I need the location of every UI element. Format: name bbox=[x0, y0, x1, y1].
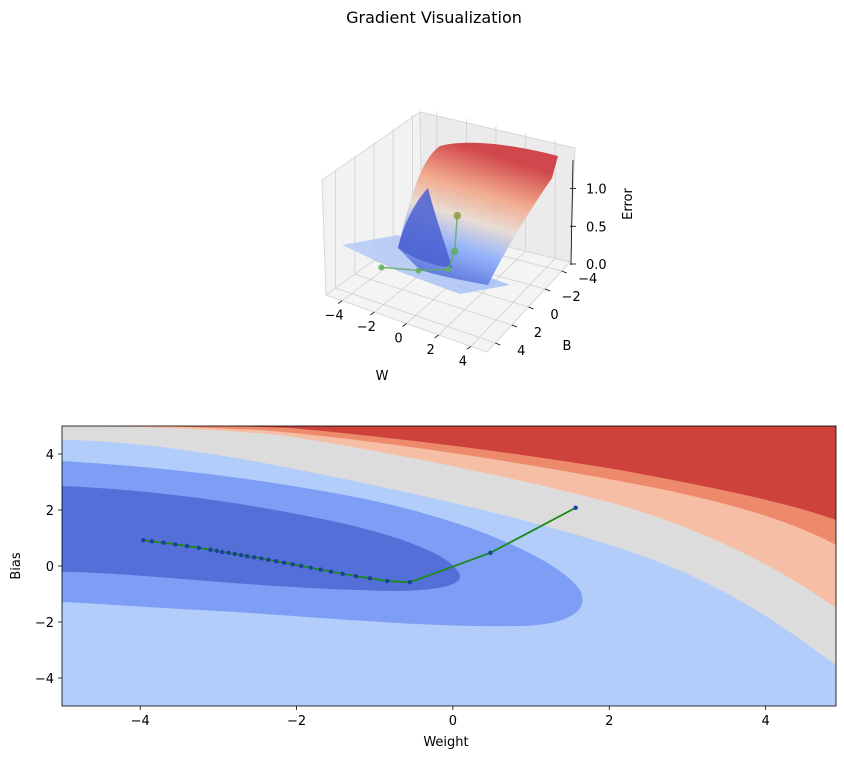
x-axis-ticks: −4 −2 0 2 4 bbox=[131, 706, 770, 729]
path-point-2d bbox=[252, 555, 257, 560]
y-axis-label: Bias bbox=[9, 552, 24, 579]
descent-path-3d bbox=[378, 211, 462, 274]
y-tick-label-3d: 4 bbox=[517, 344, 525, 359]
grid-line-b bbox=[335, 287, 496, 344]
x-tick-mark-3d bbox=[370, 311, 375, 316]
surface-valley bbox=[398, 188, 452, 268]
path-point-3d bbox=[453, 211, 462, 220]
path-point-2d bbox=[149, 539, 155, 544]
z-axis-label-3d: Error bbox=[621, 188, 636, 220]
y-tick-mark-3d bbox=[528, 306, 534, 310]
path-point-2d bbox=[259, 556, 264, 561]
x-tick-mark-3d bbox=[434, 334, 439, 339]
y-tick-label-3d: 0 bbox=[550, 308, 558, 323]
x-tick-label-3d: 0 bbox=[394, 332, 402, 347]
x-tick-label-3d: 4 bbox=[459, 354, 467, 369]
x-axis-label: Weight bbox=[423, 735, 468, 750]
path-point-2d bbox=[290, 562, 295, 567]
path-point-2d bbox=[274, 559, 279, 564]
path-point-2d bbox=[196, 545, 202, 550]
path-point-2d bbox=[161, 540, 166, 545]
x-tick-mark-3d bbox=[402, 323, 407, 327]
y-tick-label: −4 bbox=[35, 672, 54, 687]
y-tick-label-3d: −4 bbox=[578, 272, 597, 287]
path-point-2d bbox=[328, 569, 334, 574]
path-point-3d bbox=[378, 264, 385, 271]
y-tick-mark-3d bbox=[561, 270, 567, 274]
z-axis-line bbox=[570, 159, 574, 266]
contour-level-0-core bbox=[62, 486, 461, 591]
x-tick-mark-3d bbox=[466, 345, 472, 350]
x-axis-ticks-3d: −4 −2 0 2 4 bbox=[325, 300, 472, 369]
path-point-2d bbox=[407, 580, 413, 585]
path-point-2d bbox=[385, 578, 390, 584]
x-tick-label: −4 bbox=[131, 714, 150, 729]
grid-line-b bbox=[354, 273, 513, 326]
path-point-2d bbox=[353, 573, 359, 579]
contour-plot: −4 −2 0 2 4 −4 −2 0 2 4 Weight Bias bbox=[9, 425, 837, 750]
path-point-2d bbox=[367, 576, 373, 581]
path-point-2d bbox=[245, 554, 250, 559]
x-axis-label-3d: W bbox=[376, 369, 389, 384]
path-point-2d bbox=[214, 548, 219, 554]
path-point-2d bbox=[340, 571, 345, 577]
path-point-2d bbox=[184, 543, 190, 549]
z-tick-label-3d: 0.0 bbox=[586, 258, 607, 273]
y-axis-ticks-3d: −4 −2 024 bbox=[495, 270, 597, 359]
y-tick-label-3d: −2 bbox=[562, 290, 581, 305]
y-tick-label: −2 bbox=[35, 616, 54, 631]
y-tick-mark-3d bbox=[544, 288, 551, 292]
figure-title: Gradient Visualization bbox=[346, 8, 522, 27]
x-tick-label-3d: 2 bbox=[427, 343, 435, 358]
path-point-2d bbox=[299, 563, 304, 569]
x-tick-mark-3d bbox=[337, 300, 343, 305]
path-point-2d bbox=[208, 547, 213, 552]
path-point-2d bbox=[488, 550, 493, 556]
y-tick-label: 2 bbox=[46, 504, 54, 519]
x-tick-label: 2 bbox=[605, 714, 613, 729]
x-tick-label: 0 bbox=[449, 714, 457, 729]
y-axis-ticks: −4 −2 0 2 4 bbox=[35, 448, 62, 687]
z-tick-label-3d: 1.0 bbox=[586, 183, 607, 198]
path-point-2d bbox=[318, 567, 323, 572]
path-point-2d bbox=[573, 505, 578, 510]
path-point-2d bbox=[141, 538, 146, 543]
descent-path-2d bbox=[141, 505, 578, 585]
path-point-2d bbox=[226, 550, 231, 556]
path-point-2d bbox=[308, 565, 313, 570]
path-point-3d bbox=[450, 247, 459, 256]
contour-level-6 bbox=[230, 426, 836, 520]
y-tick-label-3d: 2 bbox=[534, 326, 542, 341]
path-point-2d bbox=[238, 552, 244, 558]
grid-line-w bbox=[470, 258, 556, 347]
z-tick-label-3d: 0.5 bbox=[586, 220, 607, 235]
path-point-2d bbox=[281, 560, 287, 565]
grid-line-w bbox=[438, 250, 526, 336]
y-tick-label: 0 bbox=[46, 560, 54, 575]
x-tick-label-3d: −2 bbox=[357, 320, 376, 335]
y-tick-mark-3d bbox=[495, 342, 501, 346]
path-point-2d bbox=[220, 549, 225, 555]
y-tick-mark-3d bbox=[511, 324, 518, 328]
contour-fill bbox=[62, 426, 836, 706]
y-axis-label-3d: B bbox=[563, 339, 572, 354]
x-tick-label: 4 bbox=[761, 714, 769, 729]
x-tick-label-3d: −4 bbox=[325, 309, 344, 324]
path-point-2d bbox=[173, 542, 178, 547]
path-point-2d bbox=[232, 551, 237, 557]
x-tick-label: −2 bbox=[287, 714, 306, 729]
path-point-3d bbox=[415, 267, 422, 274]
z-axis-ticks-3d: 0.0 0.5 1.0 bbox=[570, 183, 607, 273]
path-point-3d bbox=[445, 266, 452, 273]
path-point-2d bbox=[266, 557, 271, 563]
y-tick-label: 4 bbox=[46, 448, 54, 463]
